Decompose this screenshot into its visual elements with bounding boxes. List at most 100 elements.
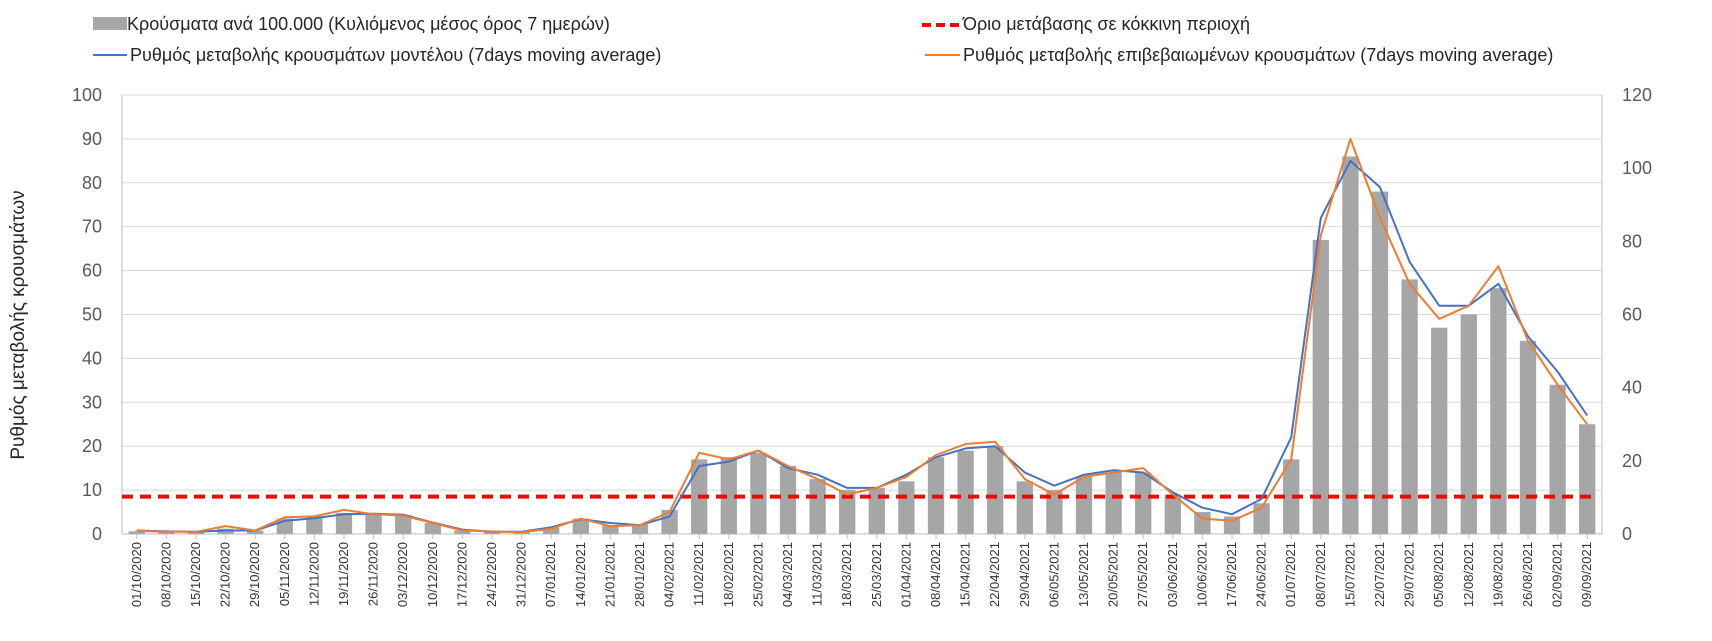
confirmed-line	[136, 137, 1589, 534]
x-tick-label: 29/07/2021	[1402, 542, 1417, 607]
legend-item-cases: Κρούσματα ανά 100.000 (Κυλιόμενος μέσος …	[93, 14, 610, 34]
x-tick-label: 13/05/2021	[1076, 542, 1091, 607]
x-tick-label: 24/12/2020	[484, 542, 499, 607]
bar	[1549, 384, 1566, 534]
y-tick-label-left: 60	[82, 261, 102, 281]
bar	[395, 515, 412, 534]
bar	[335, 512, 353, 534]
x-tick-label: 08/07/2021	[1313, 542, 1328, 607]
x-tick-label: 15/07/2021	[1342, 542, 1357, 607]
x-tick-label: 19/11/2020	[336, 542, 351, 606]
x-tick-label: 31/12/2020	[514, 542, 529, 607]
bar	[631, 524, 649, 534]
x-tick-label: 19/08/2021	[1490, 542, 1505, 607]
bar	[868, 487, 885, 534]
x-tick-label: 04/02/2021	[662, 542, 677, 607]
x-tick-label: 29/04/2021	[1017, 542, 1032, 607]
y-tick-label-right: 80	[1622, 231, 1642, 251]
y-tick-label-left: 0	[92, 524, 102, 544]
x-tick-label: 10/12/2020	[425, 542, 440, 607]
y-tick-label-left: 100	[72, 85, 102, 105]
x-tick-label: 26/11/2020	[366, 542, 381, 606]
bar	[1016, 481, 1033, 534]
bar	[1046, 490, 1063, 534]
y-tick-label-right: 60	[1622, 305, 1642, 325]
y-tick-label-left: 30	[82, 392, 102, 412]
legend-label-cases: Κρούσματα ανά 100.000 (Κυλιόμενος μέσος …	[127, 14, 610, 34]
bar	[1194, 512, 1211, 534]
bar	[957, 450, 974, 534]
x-tick-label: 27/05/2021	[1135, 542, 1150, 607]
y-tick-label-left: 40	[82, 348, 102, 368]
bar	[1490, 288, 1507, 534]
x-tick-label: 09/09/2021	[1579, 542, 1594, 607]
x-tick-label: 08/10/2020	[158, 542, 173, 607]
bar	[1075, 476, 1093, 534]
bar	[543, 527, 560, 534]
x-tick-label: 14/01/2021	[573, 542, 588, 607]
bar	[602, 525, 619, 534]
x-tick-label: 22/10/2020	[218, 542, 233, 607]
x-tick-label: 01/07/2021	[1283, 542, 1298, 607]
bar	[187, 531, 205, 534]
bar	[365, 514, 382, 534]
bar	[158, 531, 175, 534]
x-tick-label: 08/04/2021	[928, 542, 943, 607]
bar	[1135, 472, 1152, 534]
legend-label-threshold: Όριο μετάβασης σε κόκκινη περιοχή	[962, 14, 1250, 34]
bar	[1401, 279, 1418, 534]
x-tick-label: 15/04/2021	[958, 542, 973, 607]
bar	[898, 481, 915, 534]
x-tick-label: 05/08/2021	[1431, 542, 1446, 607]
y-axis-left: 0 10 20 30 40 50 60 70 80 90 100	[72, 85, 102, 544]
x-tick-label: 17/12/2020	[454, 542, 469, 607]
y-tick-label-left: 20	[82, 436, 102, 456]
x-tick-label: 26/08/2021	[1520, 542, 1535, 607]
y-tick-label-right: 100	[1622, 158, 1652, 178]
x-tick-label: 28/01/2021	[632, 542, 647, 607]
y-tick-label-left: 90	[82, 129, 102, 149]
x-tick-label: 24/06/2021	[1254, 542, 1269, 607]
x-tick-label: 11/03/2021	[810, 542, 825, 606]
x-tick-label: 06/05/2021	[1046, 542, 1061, 607]
x-tick-label: 12/08/2021	[1461, 542, 1476, 607]
x-tick-label: 20/05/2021	[1106, 542, 1121, 607]
x-tick-label: 03/12/2020	[395, 542, 410, 607]
x-tick-label: 25/03/2021	[869, 542, 884, 607]
legend-label-confirmed: Ρυθμός μεταβολής επιβεβαιωμένων κρουσμάτ…	[963, 45, 1553, 65]
y-axis-title: Ρυθμός μεταβολής κρουσμάτων	[8, 190, 29, 459]
x-tick-label: 10/06/2021	[1194, 542, 1209, 607]
bar	[987, 446, 1004, 534]
y-tick-label-right: 20	[1622, 451, 1642, 471]
bar	[128, 531, 145, 534]
legend: Κρούσματα ανά 100.000 (Κυλιόμενος μέσος …	[93, 14, 1553, 65]
y-tick-label-right: 0	[1622, 524, 1632, 544]
x-tick-label: 17/06/2021	[1224, 542, 1239, 607]
x-tick-label: 07/01/2021	[543, 542, 558, 607]
y-tick-label-right: 120	[1622, 85, 1652, 105]
x-tick-label: 03/06/2021	[1165, 542, 1180, 607]
x-tick-label: 01/10/2020	[129, 542, 144, 607]
legend-item-confirmed: Ρυθμός μεταβολής επιβεβαιωμένων κρουσμάτ…	[925, 45, 1553, 65]
bar	[1519, 340, 1537, 534]
bar	[1342, 156, 1359, 534]
bar	[572, 518, 589, 534]
x-tick-label: 21/01/2021	[602, 542, 617, 607]
y-tick-label-left: 10	[82, 480, 102, 500]
bar	[306, 517, 323, 534]
bar	[1579, 424, 1596, 534]
x-tick-label: 18/02/2021	[721, 542, 736, 607]
bar	[1460, 314, 1477, 534]
x-tick-label: 25/02/2021	[750, 542, 765, 607]
x-tick-label: 01/04/2021	[898, 542, 913, 607]
x-tick-label: 22/07/2021	[1372, 542, 1387, 607]
bar	[809, 479, 826, 534]
legend-swatch-bar	[93, 17, 127, 30]
bar	[424, 523, 441, 534]
bar	[1283, 459, 1300, 534]
x-tick-label: 04/03/2021	[780, 542, 795, 607]
bar-series	[128, 156, 1596, 534]
y-tick-label-right: 40	[1622, 378, 1642, 398]
y-tick-label-left: 50	[82, 305, 102, 325]
